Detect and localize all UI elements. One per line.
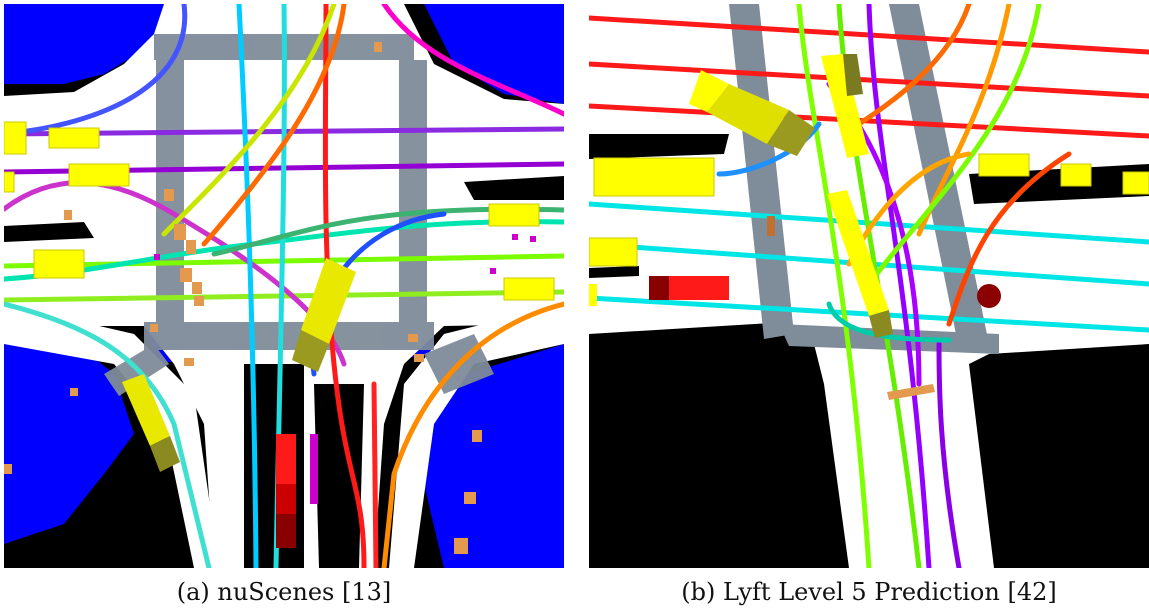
nuscenes-raster xyxy=(4,4,564,568)
lyft-raster xyxy=(589,4,1149,568)
lyft-scene-image xyxy=(589,4,1149,568)
nuscenes-scene-image xyxy=(4,4,564,568)
panel-b-caption: (b) Lyft Level 5 Prediction [42] xyxy=(681,578,1057,606)
panel-a-caption: (a) nuScenes [13] xyxy=(176,578,392,606)
